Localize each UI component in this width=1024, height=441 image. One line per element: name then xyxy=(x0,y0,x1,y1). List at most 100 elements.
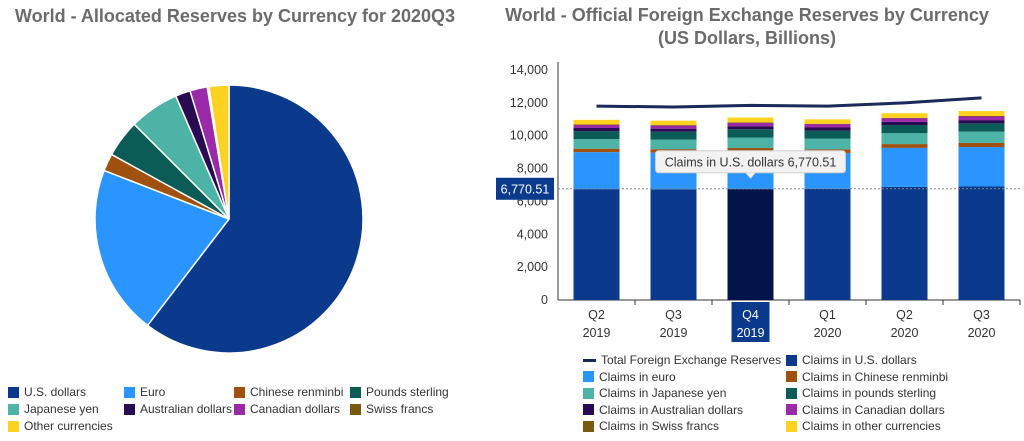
legend-label: U.S. dollars xyxy=(24,385,87,399)
bar-segment-claims-in-pounds-sterling[interactable] xyxy=(650,131,697,140)
bar-segment-claims-in-chinese-renminbi[interactable] xyxy=(958,142,1005,148)
bar-segment-claims-in-japanese-yen[interactable] xyxy=(650,139,697,150)
bar-legend-item-claims-in-u-s-dollars[interactable]: Claims in U.S. dollars xyxy=(786,352,917,368)
bar-segment-claims-in-u-s-dollars[interactable] xyxy=(881,186,928,300)
legend-label: Claims in Swiss francs xyxy=(599,419,720,434)
bar-legend-item-claims-in-euro[interactable]: Claims in euro xyxy=(583,369,676,385)
pie-legend-item-pounds-sterling[interactable]: Pounds sterling xyxy=(350,384,449,400)
bar-segment-claims-in-other-currencies[interactable] xyxy=(573,119,620,125)
bar-legend-item-claims-in-pounds-sterling[interactable]: Claims in pounds sterling xyxy=(786,385,936,401)
legend-swatch xyxy=(124,386,135,398)
bar-segment-claims-in-euro[interactable] xyxy=(881,147,928,187)
bar-segment-claims-in-euro[interactable] xyxy=(958,147,1005,187)
bar-segment-claims-in-other-currencies[interactable] xyxy=(958,111,1005,116)
bar-segment-claims-in-japanese-yen[interactable] xyxy=(573,139,620,149)
bar-legend-item-claims-in-australian-dollars[interactable]: Claims in Australian dollars xyxy=(583,402,743,418)
bar-segment-claims-in-u-s-dollars[interactable] xyxy=(727,189,774,300)
bar-segment-claims-in-u-s-dollars[interactable] xyxy=(804,188,851,300)
legend-label: Chinese renminbi xyxy=(250,385,344,399)
bar-segment-claims-in-swiss-francs[interactable] xyxy=(958,116,1005,117)
bar-segment-claims-in-swiss-francs[interactable] xyxy=(573,124,620,125)
legend-swatch xyxy=(583,358,596,362)
bar-segment-claims-in-swiss-francs[interactable] xyxy=(804,123,851,125)
legend-label: Australian dollars xyxy=(140,402,233,416)
bar-segment-claims-in-euro[interactable] xyxy=(573,152,620,190)
bar-segment-claims-in-swiss-francs[interactable] xyxy=(881,117,928,119)
legend-swatch xyxy=(8,403,19,415)
pie-legend-item-u-s-dollars[interactable]: U.S. dollars xyxy=(8,384,86,400)
bar-segment-claims-in-u-s-dollars[interactable] xyxy=(958,186,1005,300)
pie-legend-item-other-currencies[interactable]: Other currencies xyxy=(8,418,113,434)
bar-segment-claims-in-pounds-sterling[interactable] xyxy=(958,123,1005,132)
legend-label: Japanese yen xyxy=(24,402,99,416)
bar-segment-claims-in-japanese-yen[interactable] xyxy=(804,138,851,150)
bar-segment-claims-in-chinese-renminbi[interactable] xyxy=(881,144,928,148)
bar-segment-claims-in-japanese-yen[interactable] xyxy=(881,133,928,145)
bar-segment-claims-in-chinese-renminbi[interactable] xyxy=(573,148,620,153)
bar-segment-claims-in-pounds-sterling[interactable] xyxy=(727,129,774,138)
pie-legend-item-chinese-renminbi[interactable]: Chinese renminbi xyxy=(234,384,343,400)
total-reserves-line[interactable] xyxy=(596,96,982,109)
y-tick-label: 12,000 xyxy=(510,96,548,110)
bar-segment-claims-in-other-currencies[interactable] xyxy=(804,119,851,124)
bar-segment-claims-in-canadian-dollars[interactable] xyxy=(650,125,697,129)
legend-swatch xyxy=(786,404,797,416)
bar-segment-claims-in-australian-dollars[interactable] xyxy=(881,121,928,126)
bar-segment-claims-in-u-s-dollars[interactable] xyxy=(650,189,697,300)
legend-swatch xyxy=(8,386,19,398)
y-tick-label: 4,000 xyxy=(517,227,548,241)
bar-legend-item-claims-in-other-currencies[interactable]: Claims in other currencies xyxy=(786,418,941,434)
pie-slice-other-currencies[interactable] xyxy=(208,84,230,220)
bar-segment-claims-in-u-s-dollars[interactable] xyxy=(573,189,620,300)
bar-segment-claims-in-canadian-dollars[interactable] xyxy=(804,124,851,128)
legend-swatch xyxy=(583,404,594,416)
pie-legend-item-canadian-dollars[interactable]: Canadian dollars xyxy=(234,401,340,417)
bar-segment-claims-in-japanese-yen[interactable] xyxy=(958,131,1005,143)
legend-swatch xyxy=(124,403,135,415)
y-tick-label: 14,000 xyxy=(510,63,548,77)
bar-segment-claims-in-other-currencies[interactable] xyxy=(650,120,697,126)
bar-segment-claims-in-canadian-dollars[interactable] xyxy=(958,116,1005,121)
bar-title-line2: (US Dollars, Billions) xyxy=(657,28,837,48)
bar-segment-claims-in-swiss-francs[interactable] xyxy=(650,125,697,126)
bar-segment-claims-in-pounds-sterling[interactable] xyxy=(573,131,620,140)
legend-swatch xyxy=(234,386,245,398)
legend-swatch xyxy=(583,371,594,383)
bar-legend-item-claims-in-swiss-francs[interactable]: Claims in Swiss francs xyxy=(583,418,719,434)
bar-segment-claims-in-australian-dollars[interactable] xyxy=(804,127,851,131)
bar-segment-claims-in-australian-dollars[interactable] xyxy=(958,120,1005,124)
bar-segment-claims-in-japanese-yen[interactable] xyxy=(727,137,774,149)
x-tick-label-year: 2019 xyxy=(737,326,765,340)
bar-segment-claims-in-canadian-dollars[interactable] xyxy=(727,122,774,127)
bar-legend-item-total-foreign-exchange-reserves[interactable]: Total Foreign Exchange Reserves xyxy=(583,352,781,368)
pie-slice-euro[interactable] xyxy=(94,169,231,327)
pie-legend-item-japanese-yen[interactable]: Japanese yen xyxy=(8,401,99,417)
x-tick-label-year: 2020 xyxy=(814,326,842,340)
bar-segment-claims-in-australian-dollars[interactable] xyxy=(727,126,774,130)
bar-segment-claims-in-canadian-dollars[interactable] xyxy=(881,118,928,122)
pie-legend-item-australian-dollars[interactable]: Australian dollars xyxy=(124,401,232,417)
pie-legend-item-swiss-francs[interactable]: Swiss francs xyxy=(350,401,433,417)
legend-label: Total Foreign Exchange Reserves xyxy=(601,353,782,367)
bar-segment-claims-in-canadian-dollars[interactable] xyxy=(573,124,620,128)
legend-label: Other currencies xyxy=(24,419,113,433)
legend-label: Claims in euro xyxy=(599,369,676,384)
x-tick-label-year: 2020 xyxy=(968,326,996,340)
bar-segment-claims-in-other-currencies[interactable] xyxy=(727,117,774,123)
bar-segment-claims-in-australian-dollars[interactable] xyxy=(573,127,620,132)
x-tick-label-quarter: Q3 xyxy=(973,308,990,322)
pie-panel: World - Allocated Reserves by Currency f… xyxy=(0,0,470,441)
bar-segment-claims-in-other-currencies[interactable] xyxy=(881,113,928,118)
bar-segment-claims-in-pounds-sterling[interactable] xyxy=(881,125,928,134)
bar-segment-claims-in-australian-dollars[interactable] xyxy=(650,128,697,132)
bar-segment-claims-in-chinese-renminbi[interactable] xyxy=(727,148,774,152)
legend-swatch xyxy=(350,386,361,398)
bar-legend-item-claims-in-chinese-renminbi[interactable]: Claims in Chinese renminbi xyxy=(786,369,948,385)
pie-slice-u-s-dollars[interactable] xyxy=(146,84,364,354)
bar-legend-item-claims-in-canadian-dollars[interactable]: Claims in Canadian dollars xyxy=(786,402,945,418)
x-tick-label-year: 2019 xyxy=(660,326,688,340)
bar-segment-claims-in-pounds-sterling[interactable] xyxy=(804,130,851,139)
pie-legend-item-euro[interactable]: Euro xyxy=(124,384,165,400)
bar-legend-item-claims-in-japanese-yen[interactable]: Claims in Japanese yen xyxy=(583,385,726,401)
bar-segment-claims-in-swiss-francs[interactable] xyxy=(727,122,774,123)
